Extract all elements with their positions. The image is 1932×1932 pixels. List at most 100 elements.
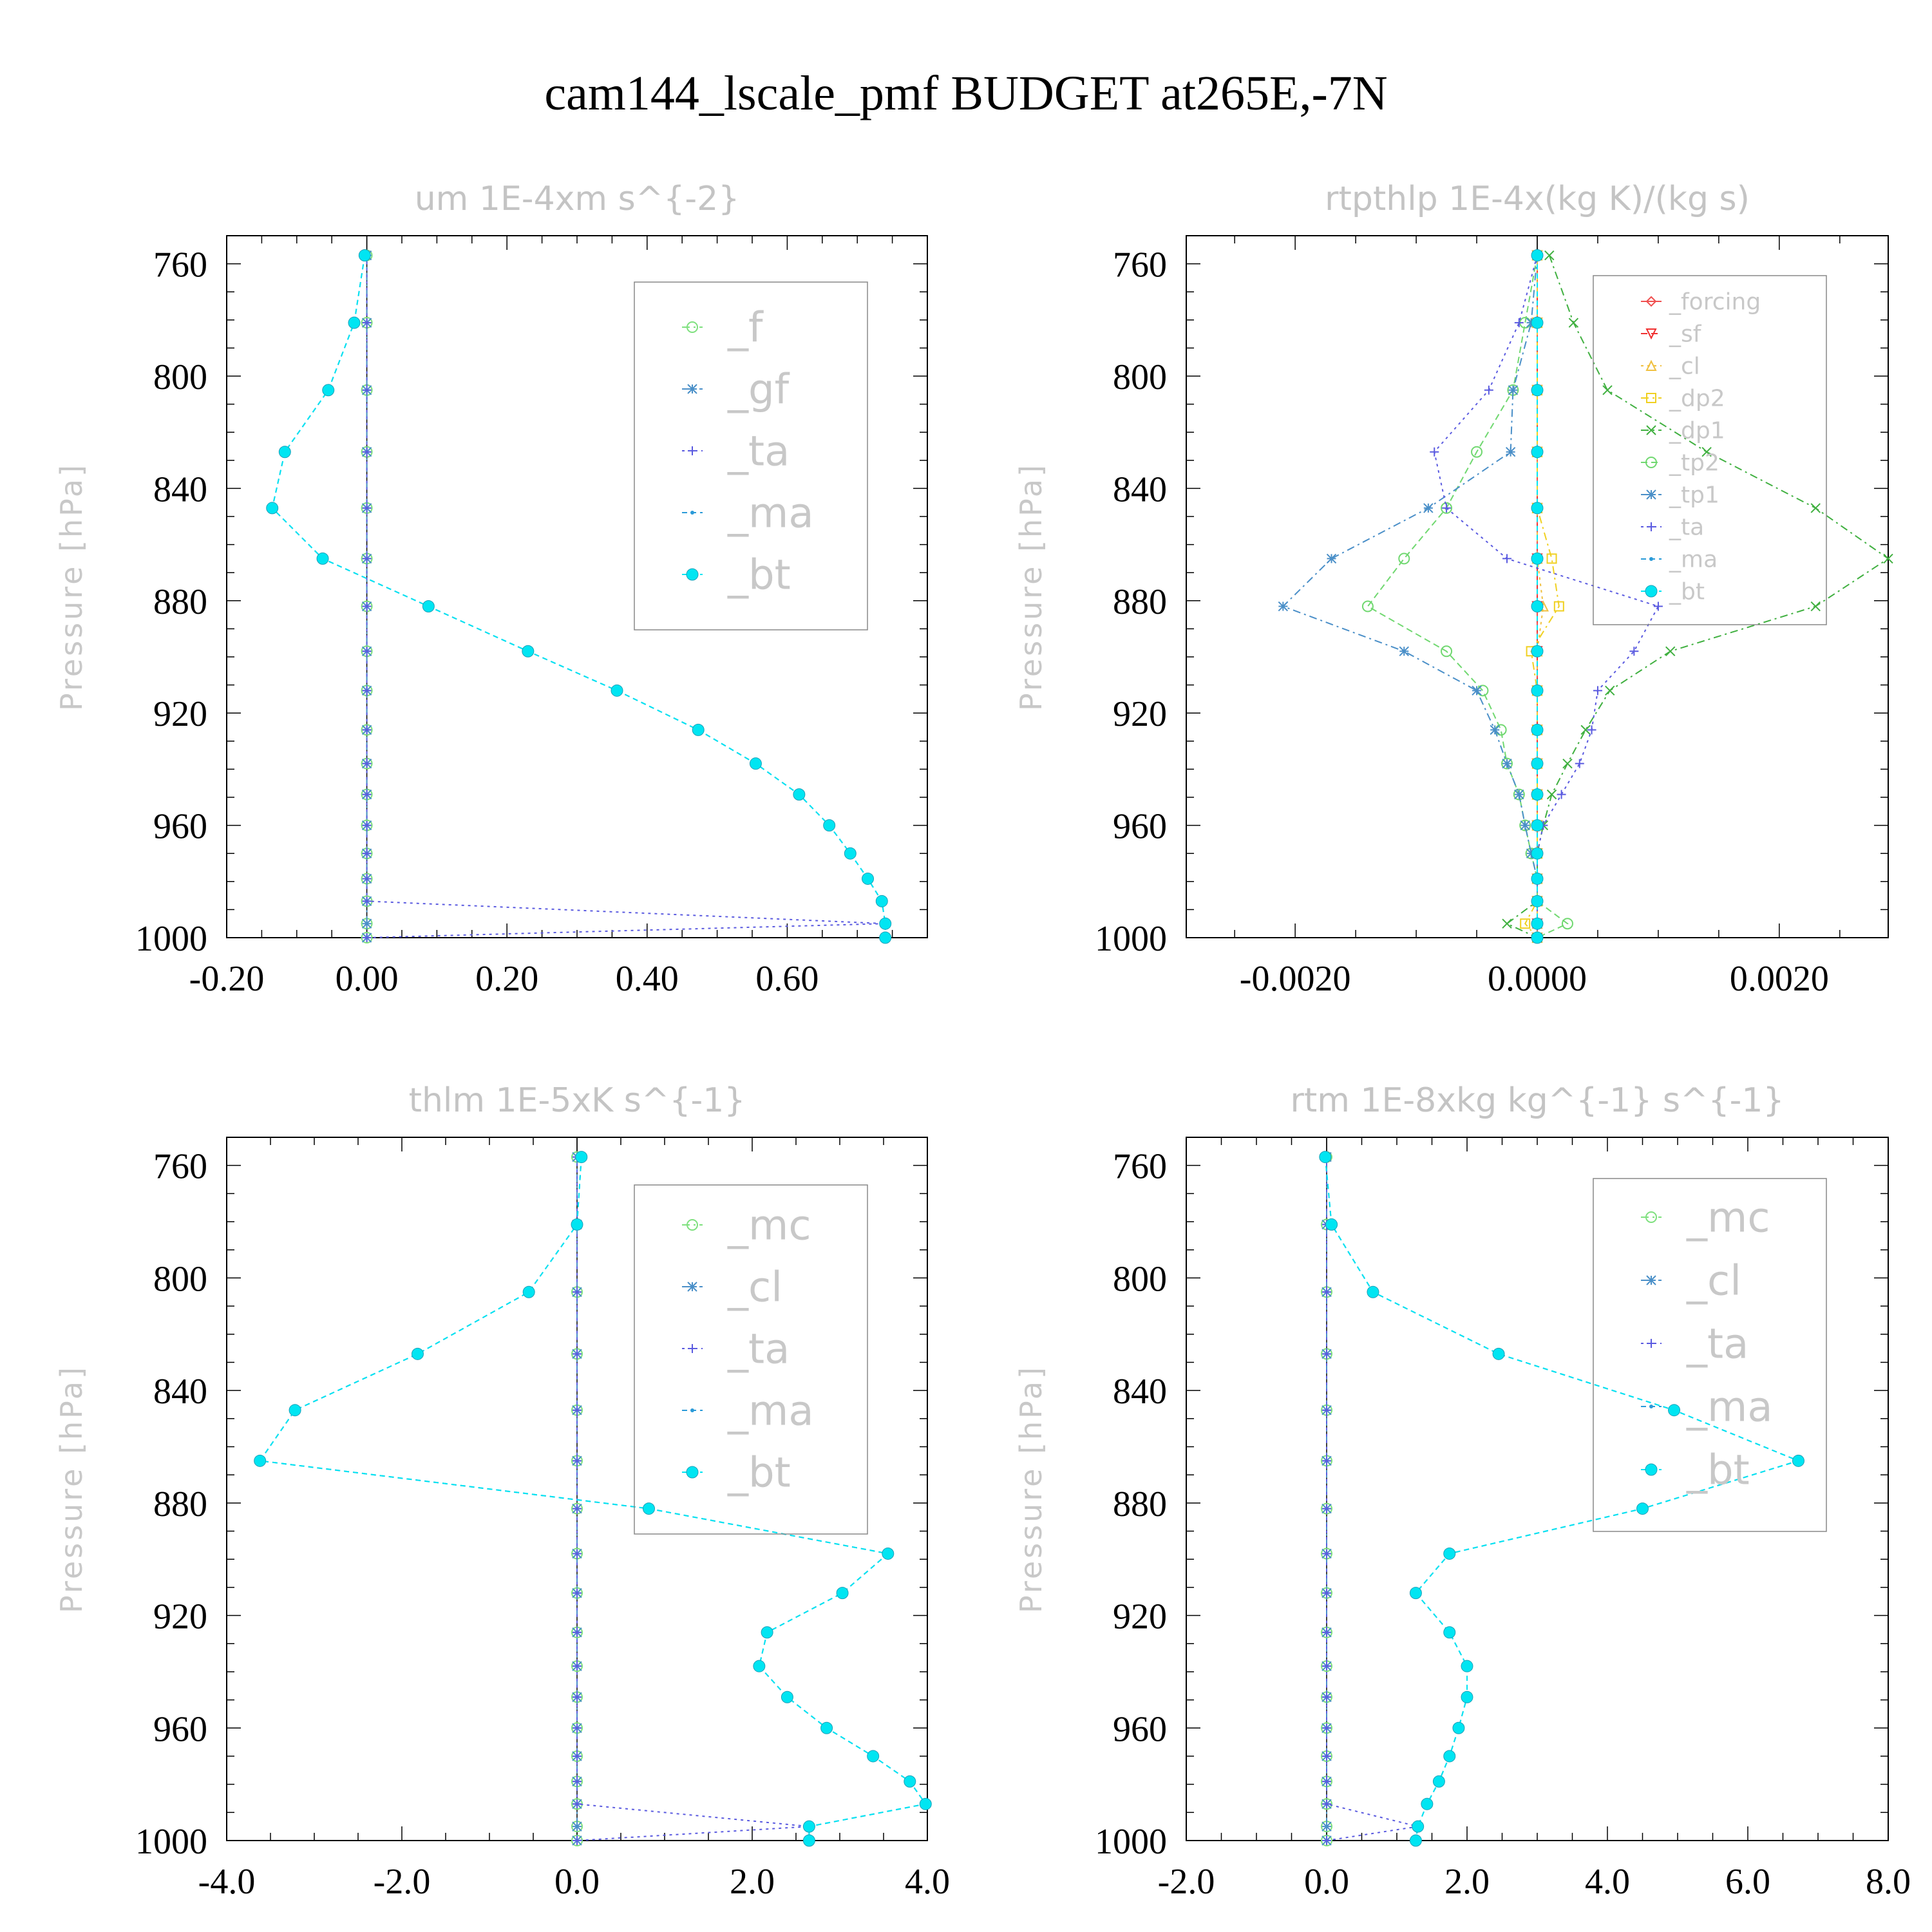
data-point bbox=[1321, 1821, 1332, 1832]
legend: _mc _cl _ta _ma _bt bbox=[634, 1184, 868, 1535]
data-point bbox=[749, 757, 762, 770]
data-point bbox=[1502, 554, 1512, 564]
data-point bbox=[820, 1721, 833, 1734]
data-point bbox=[422, 600, 435, 613]
data-point bbox=[1561, 918, 1573, 930]
y-tick-label: 920 bbox=[153, 1597, 207, 1637]
legend-label: _cl bbox=[1669, 354, 1700, 380]
data-point bbox=[362, 385, 372, 395]
data-point bbox=[1452, 1721, 1465, 1734]
data-point bbox=[1319, 1151, 1332, 1164]
data-point bbox=[1531, 446, 1544, 459]
legend-marker bbox=[1647, 1339, 1656, 1348]
data-point bbox=[1443, 1547, 1456, 1560]
legend-label: _ta bbox=[727, 428, 790, 475]
data-point bbox=[1492, 1347, 1505, 1360]
data-point bbox=[278, 446, 291, 459]
data-point bbox=[1322, 1405, 1331, 1415]
data-point bbox=[1531, 502, 1544, 515]
data-point bbox=[1810, 503, 1821, 513]
legend-marker bbox=[1649, 1405, 1653, 1408]
series-ta bbox=[1322, 1152, 1423, 1845]
data-point bbox=[1432, 1775, 1445, 1788]
data-point bbox=[802, 1820, 815, 1833]
y-tick-label: 840 bbox=[153, 1372, 207, 1412]
data-point bbox=[1321, 1798, 1332, 1810]
data-point bbox=[573, 1692, 582, 1702]
legend-marker bbox=[1645, 1211, 1657, 1223]
legend-marker bbox=[1646, 425, 1656, 435]
x-tick-label: 0.20 bbox=[475, 959, 538, 999]
data-point bbox=[1490, 724, 1500, 735]
data-point bbox=[761, 1626, 773, 1639]
series-line bbox=[576, 1157, 810, 1841]
series-bt bbox=[266, 249, 892, 944]
legend-label: _mc bbox=[727, 1202, 811, 1249]
data-point bbox=[1546, 553, 1557, 564]
data-point bbox=[362, 896, 372, 906]
legend-label: _dp1 bbox=[1669, 418, 1725, 444]
data-point bbox=[823, 819, 836, 832]
x-tick-label: 0.60 bbox=[755, 959, 819, 999]
data-point bbox=[362, 820, 372, 830]
y-tick-label: 880 bbox=[1113, 1484, 1167, 1524]
data-point bbox=[1443, 1750, 1456, 1763]
y-tick-label: 880 bbox=[1113, 582, 1167, 622]
y-tick-label: 760 bbox=[1113, 245, 1167, 285]
data-point bbox=[573, 1549, 582, 1558]
data-point bbox=[362, 725, 372, 735]
data-point bbox=[289, 1404, 301, 1417]
y-tick-label: 960 bbox=[1113, 1709, 1167, 1749]
data-point bbox=[362, 647, 372, 656]
data-point bbox=[1322, 1662, 1331, 1671]
data-point bbox=[361, 724, 373, 736]
series-tp2 bbox=[1361, 249, 1573, 943]
data-point bbox=[1514, 318, 1524, 328]
plot-frame bbox=[1186, 1137, 1889, 1841]
panel-title: thlm 1E-5xK s^{-1} bbox=[409, 1081, 746, 1120]
data-point bbox=[1505, 447, 1516, 457]
y-axis-label: Pressure [hPa] bbox=[1014, 462, 1048, 711]
series-line bbox=[1326, 1157, 1418, 1841]
legend-marker bbox=[688, 446, 697, 455]
y-tick-label: 960 bbox=[153, 1709, 207, 1749]
legend: _forcing _sf _cl _dp2 _dp1 _tp2 _tp1 _ta _ma _bt bbox=[1593, 275, 1827, 625]
legend-marker bbox=[1649, 557, 1653, 561]
data-point bbox=[1409, 1834, 1422, 1847]
legend-label: _ta bbox=[1669, 515, 1704, 541]
series-line bbox=[1537, 255, 1544, 938]
data-point bbox=[1322, 1287, 1331, 1297]
legend-marker bbox=[687, 321, 698, 333]
y-tick-label: 920 bbox=[153, 694, 207, 734]
x-tick-label: -4.0 bbox=[198, 1862, 256, 1902]
data-point bbox=[362, 601, 372, 611]
data-point bbox=[1665, 646, 1676, 656]
data-point bbox=[362, 554, 372, 564]
series-ta bbox=[1430, 251, 1663, 942]
data-point bbox=[1593, 686, 1602, 696]
legend-marker bbox=[690, 1408, 694, 1412]
plot-frame bbox=[226, 235, 928, 938]
series-line bbox=[1434, 255, 1660, 938]
data-point bbox=[1531, 757, 1544, 770]
legend-label: _f bbox=[727, 304, 764, 352]
data-point bbox=[1520, 918, 1531, 929]
panel-title: rtm 1E-8xkg kg^{-1} s^{-1} bbox=[1290, 1081, 1784, 1120]
x-tick-label: 4.0 bbox=[1585, 1862, 1630, 1902]
data-point bbox=[1322, 1692, 1331, 1702]
data-point bbox=[1701, 447, 1712, 457]
data-point bbox=[1562, 758, 1573, 769]
legend-marker bbox=[1646, 393, 1656, 403]
data-point bbox=[1668, 1404, 1681, 1417]
data-point bbox=[1412, 1820, 1425, 1833]
data-point bbox=[1531, 316, 1544, 329]
legend-label: _bt bbox=[1686, 1446, 1750, 1494]
series-ma bbox=[258, 1155, 928, 1842]
legend-label: _dp2 bbox=[1669, 386, 1725, 412]
data-point bbox=[1557, 790, 1566, 799]
legend-marker bbox=[1646, 489, 1656, 500]
data-point bbox=[573, 1662, 582, 1671]
series-line bbox=[1282, 255, 1538, 938]
y-minor-ticks bbox=[227, 235, 927, 938]
